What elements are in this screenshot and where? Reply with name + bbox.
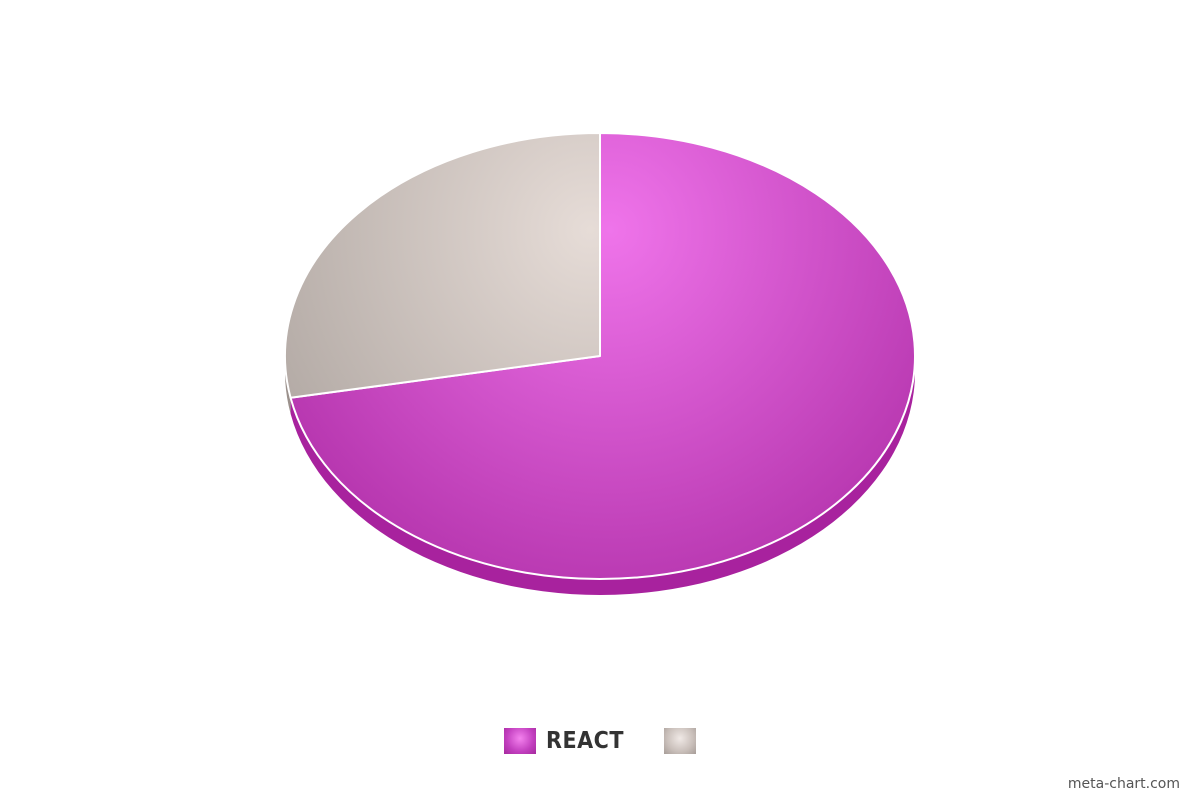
legend-swatch-1 [663,728,696,754]
watermark-text: meta-chart.com [1067,776,1180,792]
pie-slice-react[interactable] [289,132,916,580]
legend-swatch-0 [504,728,537,754]
pie-slice-side-1 [285,356,291,414]
pie-slice-layer [284,132,916,580]
chart-legend: REACT [0,728,1200,754]
pie-depth-layer [285,356,916,596]
legend-item-0[interactable]: REACT [504,728,624,754]
pie-slice-unlabeled[interactable] [284,132,601,399]
legend-item-1[interactable] [663,728,696,754]
legend-label-0: REACT [546,728,624,754]
